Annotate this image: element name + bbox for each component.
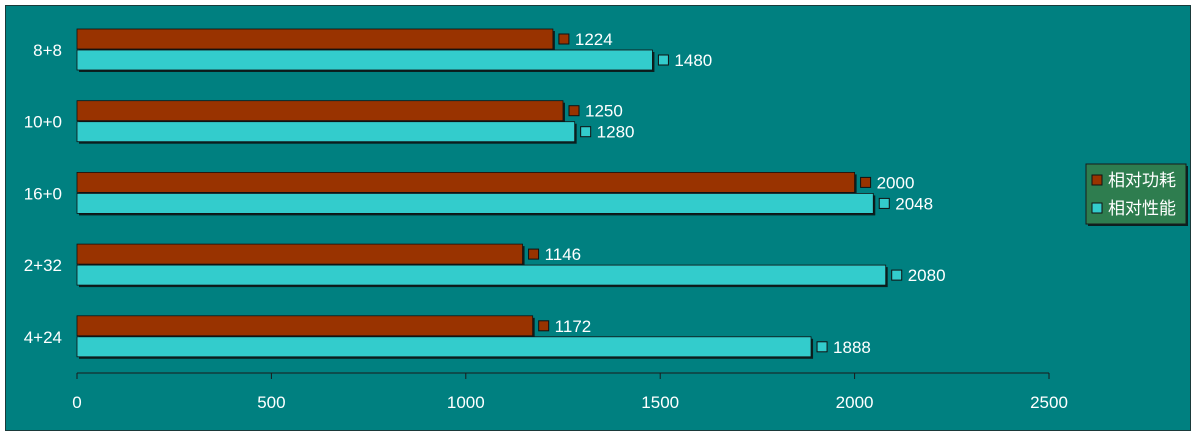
- bar: [76, 49, 653, 71]
- bar: [76, 315, 534, 337]
- data-label: 1172: [555, 317, 592, 336]
- data-label: 1250: [585, 102, 623, 121]
- data-label-marker: [891, 269, 903, 281]
- category-label: 10+0: [24, 113, 62, 132]
- data-label-marker: [528, 248, 540, 260]
- bar: [76, 100, 564, 122]
- data-label-marker: [558, 33, 570, 45]
- bar: [76, 264, 887, 286]
- data-label-marker: [816, 341, 828, 353]
- bar: [76, 336, 812, 358]
- bar: [76, 192, 874, 214]
- data-label: 1280: [597, 123, 635, 142]
- bar: [76, 171, 855, 193]
- legend-label: 相对功耗: [1108, 171, 1176, 190]
- category-label: 2+32: [24, 256, 62, 275]
- category-label: 4+24: [24, 328, 62, 347]
- plot-area: [5, 5, 1191, 431]
- data-label: 2048: [895, 194, 933, 213]
- bar: [76, 243, 523, 265]
- data-label: 1224: [575, 30, 613, 49]
- x-tick-label: 0: [72, 393, 81, 412]
- x-tick-label: 1500: [641, 393, 679, 412]
- data-label: 1146: [545, 245, 582, 264]
- legend-swatch: [1091, 202, 1103, 214]
- data-label: 1480: [674, 51, 712, 70]
- category-label: 16+0: [24, 184, 62, 203]
- data-label-marker: [657, 54, 669, 66]
- x-tick-label: 2500: [1030, 393, 1068, 412]
- data-label: 2080: [908, 266, 946, 285]
- x-tick-label: 1000: [447, 393, 485, 412]
- data-label-marker: [878, 197, 890, 209]
- legend: [1085, 163, 1187, 225]
- data-label-marker: [568, 105, 580, 117]
- legend-label: 相对性能: [1108, 199, 1176, 218]
- legend-swatch: [1091, 174, 1103, 186]
- data-label: 2000: [877, 173, 915, 192]
- bar: [76, 28, 554, 50]
- category-label: 8+8: [33, 41, 62, 60]
- data-label-marker: [580, 126, 592, 138]
- data-label: 1888: [833, 338, 871, 357]
- x-tick-label: 500: [257, 393, 285, 412]
- data-label-marker: [538, 320, 550, 332]
- data-label-marker: [860, 176, 872, 188]
- x-tick-label: 2000: [836, 393, 874, 412]
- bar: [76, 121, 576, 143]
